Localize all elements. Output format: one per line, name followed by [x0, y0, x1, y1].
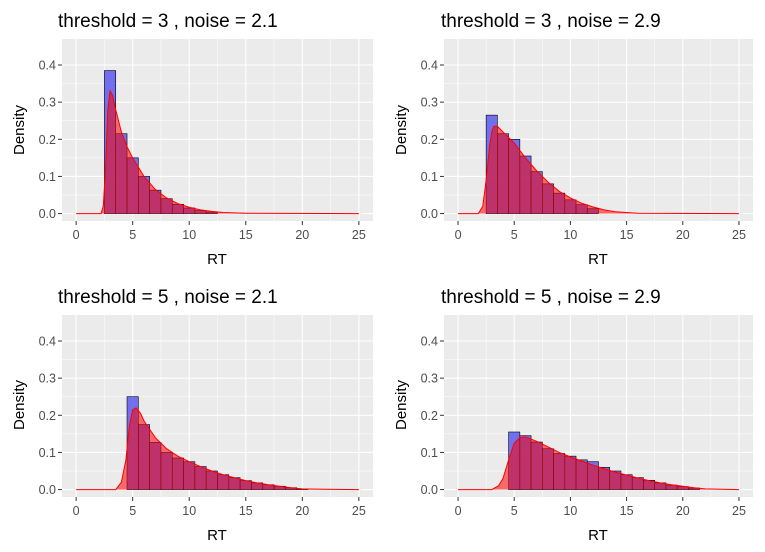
x-tick-label: 0 — [455, 228, 462, 242]
y-axis-title: Density — [393, 379, 410, 430]
x-tick-label: 20 — [295, 228, 309, 242]
y-tick-label: 0.4 — [421, 59, 438, 73]
x-tick-label: 10 — [182, 228, 196, 242]
x-tick-label: 5 — [129, 228, 136, 242]
y-tick-label: 0.4 — [421, 335, 438, 349]
x-tick-label: 5 — [511, 228, 518, 242]
y-tick-label: 0.2 — [39, 133, 56, 147]
x-tick-label: 10 — [563, 228, 577, 242]
x-tick-label: 25 — [732, 228, 746, 242]
density-area — [458, 126, 739, 214]
x-axis-title: RT — [588, 251, 608, 268]
y-tick-label: 0.0 — [421, 207, 438, 221]
panel-threshold-5-noise-2.9: 0 5 10 15 20 25 0.0 0.1 0.2 0.3 0.4 threshold = 5 … — [393, 287, 753, 544]
density-area — [458, 436, 739, 490]
y-tick-label: 0.0 — [39, 483, 56, 497]
x-tick-label: 20 — [295, 504, 309, 518]
y-tick-label: 0.1 — [39, 446, 56, 460]
panel-threshold-3-noise-2.1: 0 5 10 15 20 25 0.0 0.1 0.2 0.3 0.4 threshold = 3 … — [11, 11, 373, 268]
y-tick-label: 0.2 — [421, 409, 438, 423]
x-tick-label: 15 — [239, 504, 253, 518]
y-tick-label: 0.1 — [421, 446, 438, 460]
x-tick-label: 15 — [620, 228, 634, 242]
x-tick-label: 25 — [732, 504, 746, 518]
panel-title: threshold = 3 , noise = 2.9 — [441, 11, 661, 32]
y-axis-title: Density — [393, 104, 410, 155]
y-tick-label: 0.1 — [39, 170, 56, 184]
plot-area: 0 5 10 15 20 25 0.0 0.1 0.2 0.3 0.4 — [39, 39, 373, 242]
x-tick-label: 0 — [455, 504, 462, 518]
y-axis-title: Density — [11, 379, 28, 430]
x-axis-title: RT — [207, 527, 227, 544]
density-area — [76, 407, 359, 490]
x-tick-label: 20 — [676, 228, 690, 242]
density-line — [458, 125, 739, 215]
y-tick-label: 0.3 — [421, 372, 438, 386]
y-tick-label: 0.1 — [421, 170, 438, 184]
plot-area: 0 5 10 15 20 25 0.0 0.1 0.2 0.3 0.4 — [421, 315, 753, 518]
y-tick-label: 0.0 — [39, 207, 56, 221]
y-tick-label: 0.3 — [39, 372, 56, 386]
x-tick-label: 0 — [73, 228, 80, 242]
y-tick-label: 0.2 — [39, 409, 56, 423]
y-tick-label: 0.3 — [421, 96, 438, 110]
panel-title: threshold = 5 , noise = 2.1 — [58, 287, 278, 308]
panel-title: threshold = 3 , noise = 2.1 — [58, 11, 278, 32]
x-tick-label: 5 — [511, 504, 518, 518]
x-axis-title: RT — [588, 527, 608, 544]
y-tick-label: 0.2 — [421, 133, 438, 147]
density-area — [76, 91, 359, 214]
y-axis-title: Density — [11, 104, 28, 155]
panel-title: threshold = 5 , noise = 2.9 — [441, 287, 661, 308]
x-tick-label: 25 — [352, 504, 366, 518]
x-tick-label: 0 — [73, 504, 80, 518]
y-tick-label: 0.4 — [39, 335, 56, 349]
panel-threshold-3-noise-2.9: 0 5 10 15 20 25 0.0 0.1 0.2 0.3 0.4 threshold = 3 … — [393, 11, 753, 268]
x-tick-label: 15 — [620, 504, 634, 518]
x-tick-label: 20 — [676, 504, 690, 518]
y-tick-label: 0.3 — [39, 96, 56, 110]
x-tick-label: 15 — [239, 228, 253, 242]
x-tick-label: 10 — [563, 504, 577, 518]
x-axis-title: RT — [207, 251, 227, 268]
density-line — [458, 436, 739, 491]
x-tick-label: 5 — [129, 504, 136, 518]
y-tick-label: 0.4 — [39, 59, 56, 73]
y-tick-label: 0.0 — [421, 483, 438, 497]
density-line — [76, 407, 359, 491]
x-tick-label: 10 — [182, 504, 196, 518]
panel-threshold-5-noise-2.1: 0 5 10 15 20 25 0.0 0.1 0.2 0.3 0.4 threshold = 5 … — [11, 287, 373, 544]
density-line — [76, 89, 359, 215]
x-tick-label: 25 — [352, 228, 366, 242]
plot-area: 0 5 10 15 20 25 0.0 0.1 0.2 0.3 0.4 — [39, 315, 373, 518]
plot-area: 0 5 10 15 20 25 0.0 0.1 0.2 0.3 0.4 — [421, 39, 753, 242]
